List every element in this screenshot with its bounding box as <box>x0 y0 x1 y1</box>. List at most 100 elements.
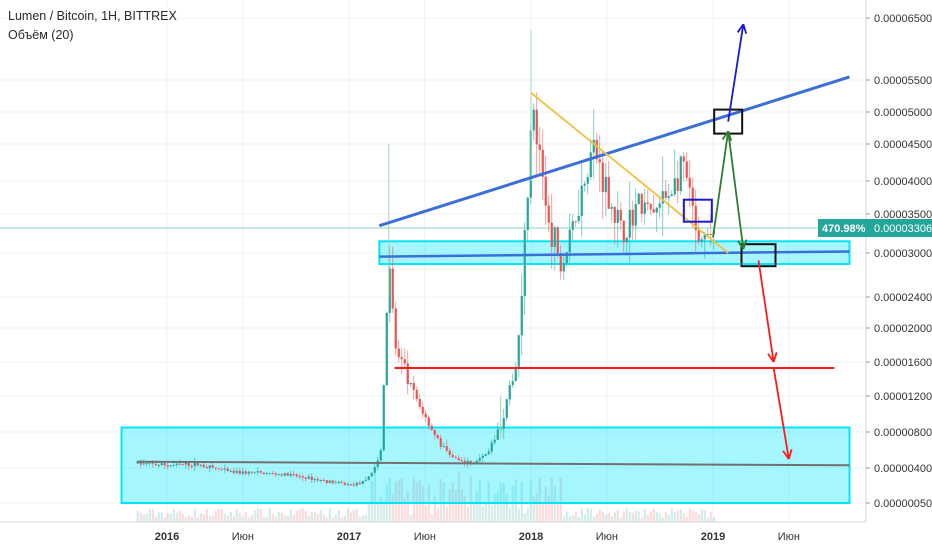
volume-bar <box>199 513 202 522</box>
support-line[interactable] <box>379 250 850 258</box>
volume-bar <box>382 500 385 522</box>
volume-bar <box>145 513 148 522</box>
candle-body <box>571 221 574 230</box>
volume-bar <box>598 509 601 522</box>
volume-bar <box>574 511 577 522</box>
volume-bar <box>184 517 187 522</box>
candle-body <box>547 205 550 223</box>
candle-body <box>151 462 154 464</box>
green-arrow-down[interactable] <box>727 131 748 250</box>
candle-body <box>355 482 358 486</box>
volume-bar <box>247 517 250 522</box>
ascending-trendline[interactable] <box>378 75 850 228</box>
candle-body <box>379 450 382 461</box>
volume-bar <box>256 508 259 522</box>
candle-body <box>160 463 163 465</box>
volume-bar <box>166 512 169 522</box>
volume-bar <box>322 514 325 522</box>
candle-body <box>442 446 445 448</box>
green-arrow-up[interactable] <box>712 130 733 238</box>
candle-body <box>430 425 433 430</box>
navy-arrow[interactable] <box>727 23 748 122</box>
grey-level[interactable] <box>136 460 850 467</box>
price-candles[interactable] <box>136 30 715 488</box>
candle-body <box>406 363 409 385</box>
volume-bar <box>616 509 619 522</box>
candle-body <box>481 455 484 459</box>
candle-body <box>586 177 589 184</box>
volume-bar <box>169 513 172 522</box>
volume-bar <box>691 510 694 522</box>
volume-bar <box>190 516 193 522</box>
candle-body <box>448 450 451 455</box>
volume-bar <box>553 486 556 522</box>
candle-body <box>667 196 670 198</box>
candle-body <box>634 203 637 226</box>
candle-body <box>646 202 649 205</box>
volume-bar <box>535 493 538 522</box>
candle-body <box>691 187 694 206</box>
candle-body <box>388 268 391 313</box>
y-tick-label: 0.00002000 <box>874 323 932 335</box>
volume-bar <box>583 514 586 522</box>
volume-bar <box>163 517 166 522</box>
candle-body <box>349 484 352 486</box>
candle-body <box>493 439 496 443</box>
volume-bar <box>541 501 544 522</box>
volume-bar <box>580 508 583 522</box>
volume-bar <box>244 512 247 522</box>
x-tick-label: Июн <box>778 531 800 543</box>
volume-bar <box>466 506 469 522</box>
volume-bar <box>151 508 154 522</box>
candle-body <box>415 389 418 399</box>
volume-bar <box>559 477 562 522</box>
mid-box[interactable] <box>682 198 713 223</box>
volume-bar <box>484 502 487 522</box>
candle-body <box>604 177 607 193</box>
candle-body <box>511 381 514 386</box>
candle-body <box>688 177 691 188</box>
price-badge: 470.98% 0.00003306 <box>818 219 932 237</box>
volume-bar <box>619 517 622 522</box>
volume-bar <box>178 510 181 522</box>
candle-body <box>178 463 181 465</box>
candle-body <box>505 399 508 419</box>
y-tick-label: 0.00006500 <box>874 13 932 25</box>
candle-body <box>223 468 226 470</box>
candle-body <box>316 479 319 481</box>
candle-body <box>550 222 553 248</box>
volume-bar <box>703 509 706 522</box>
candle-body <box>187 462 190 466</box>
descending-trendline[interactable] <box>530 92 729 254</box>
red-arrow-2[interactable] <box>772 367 793 460</box>
candle-body <box>331 480 334 484</box>
y-tick-label: 0.00000800 <box>874 427 932 439</box>
y-tick-label: 0.00001200 <box>874 391 932 403</box>
x-tick-label: 2019 <box>701 531 725 543</box>
candle-body <box>544 176 547 206</box>
candle-body <box>583 183 586 186</box>
volume-bar <box>172 508 175 522</box>
red-arrow-1[interactable] <box>757 260 778 363</box>
volume-bar <box>670 508 673 522</box>
candle-body <box>589 152 592 178</box>
candle-body <box>277 474 280 476</box>
candle-body <box>304 477 307 479</box>
volume-bar <box>328 508 331 522</box>
volume-bar <box>685 517 688 522</box>
volume-bar <box>283 514 286 522</box>
x-tick-label: 2018 <box>519 531 543 543</box>
candle-body <box>310 476 313 481</box>
candle-body <box>649 204 652 210</box>
volume-bar <box>376 503 379 522</box>
volume-bar <box>463 495 466 522</box>
y-tick-label: 0.00004000 <box>874 176 932 188</box>
candle-body <box>520 296 523 336</box>
volume-bar <box>193 508 196 522</box>
volume-bar <box>157 512 160 522</box>
candle-body <box>412 383 415 390</box>
candle-body <box>136 462 139 464</box>
